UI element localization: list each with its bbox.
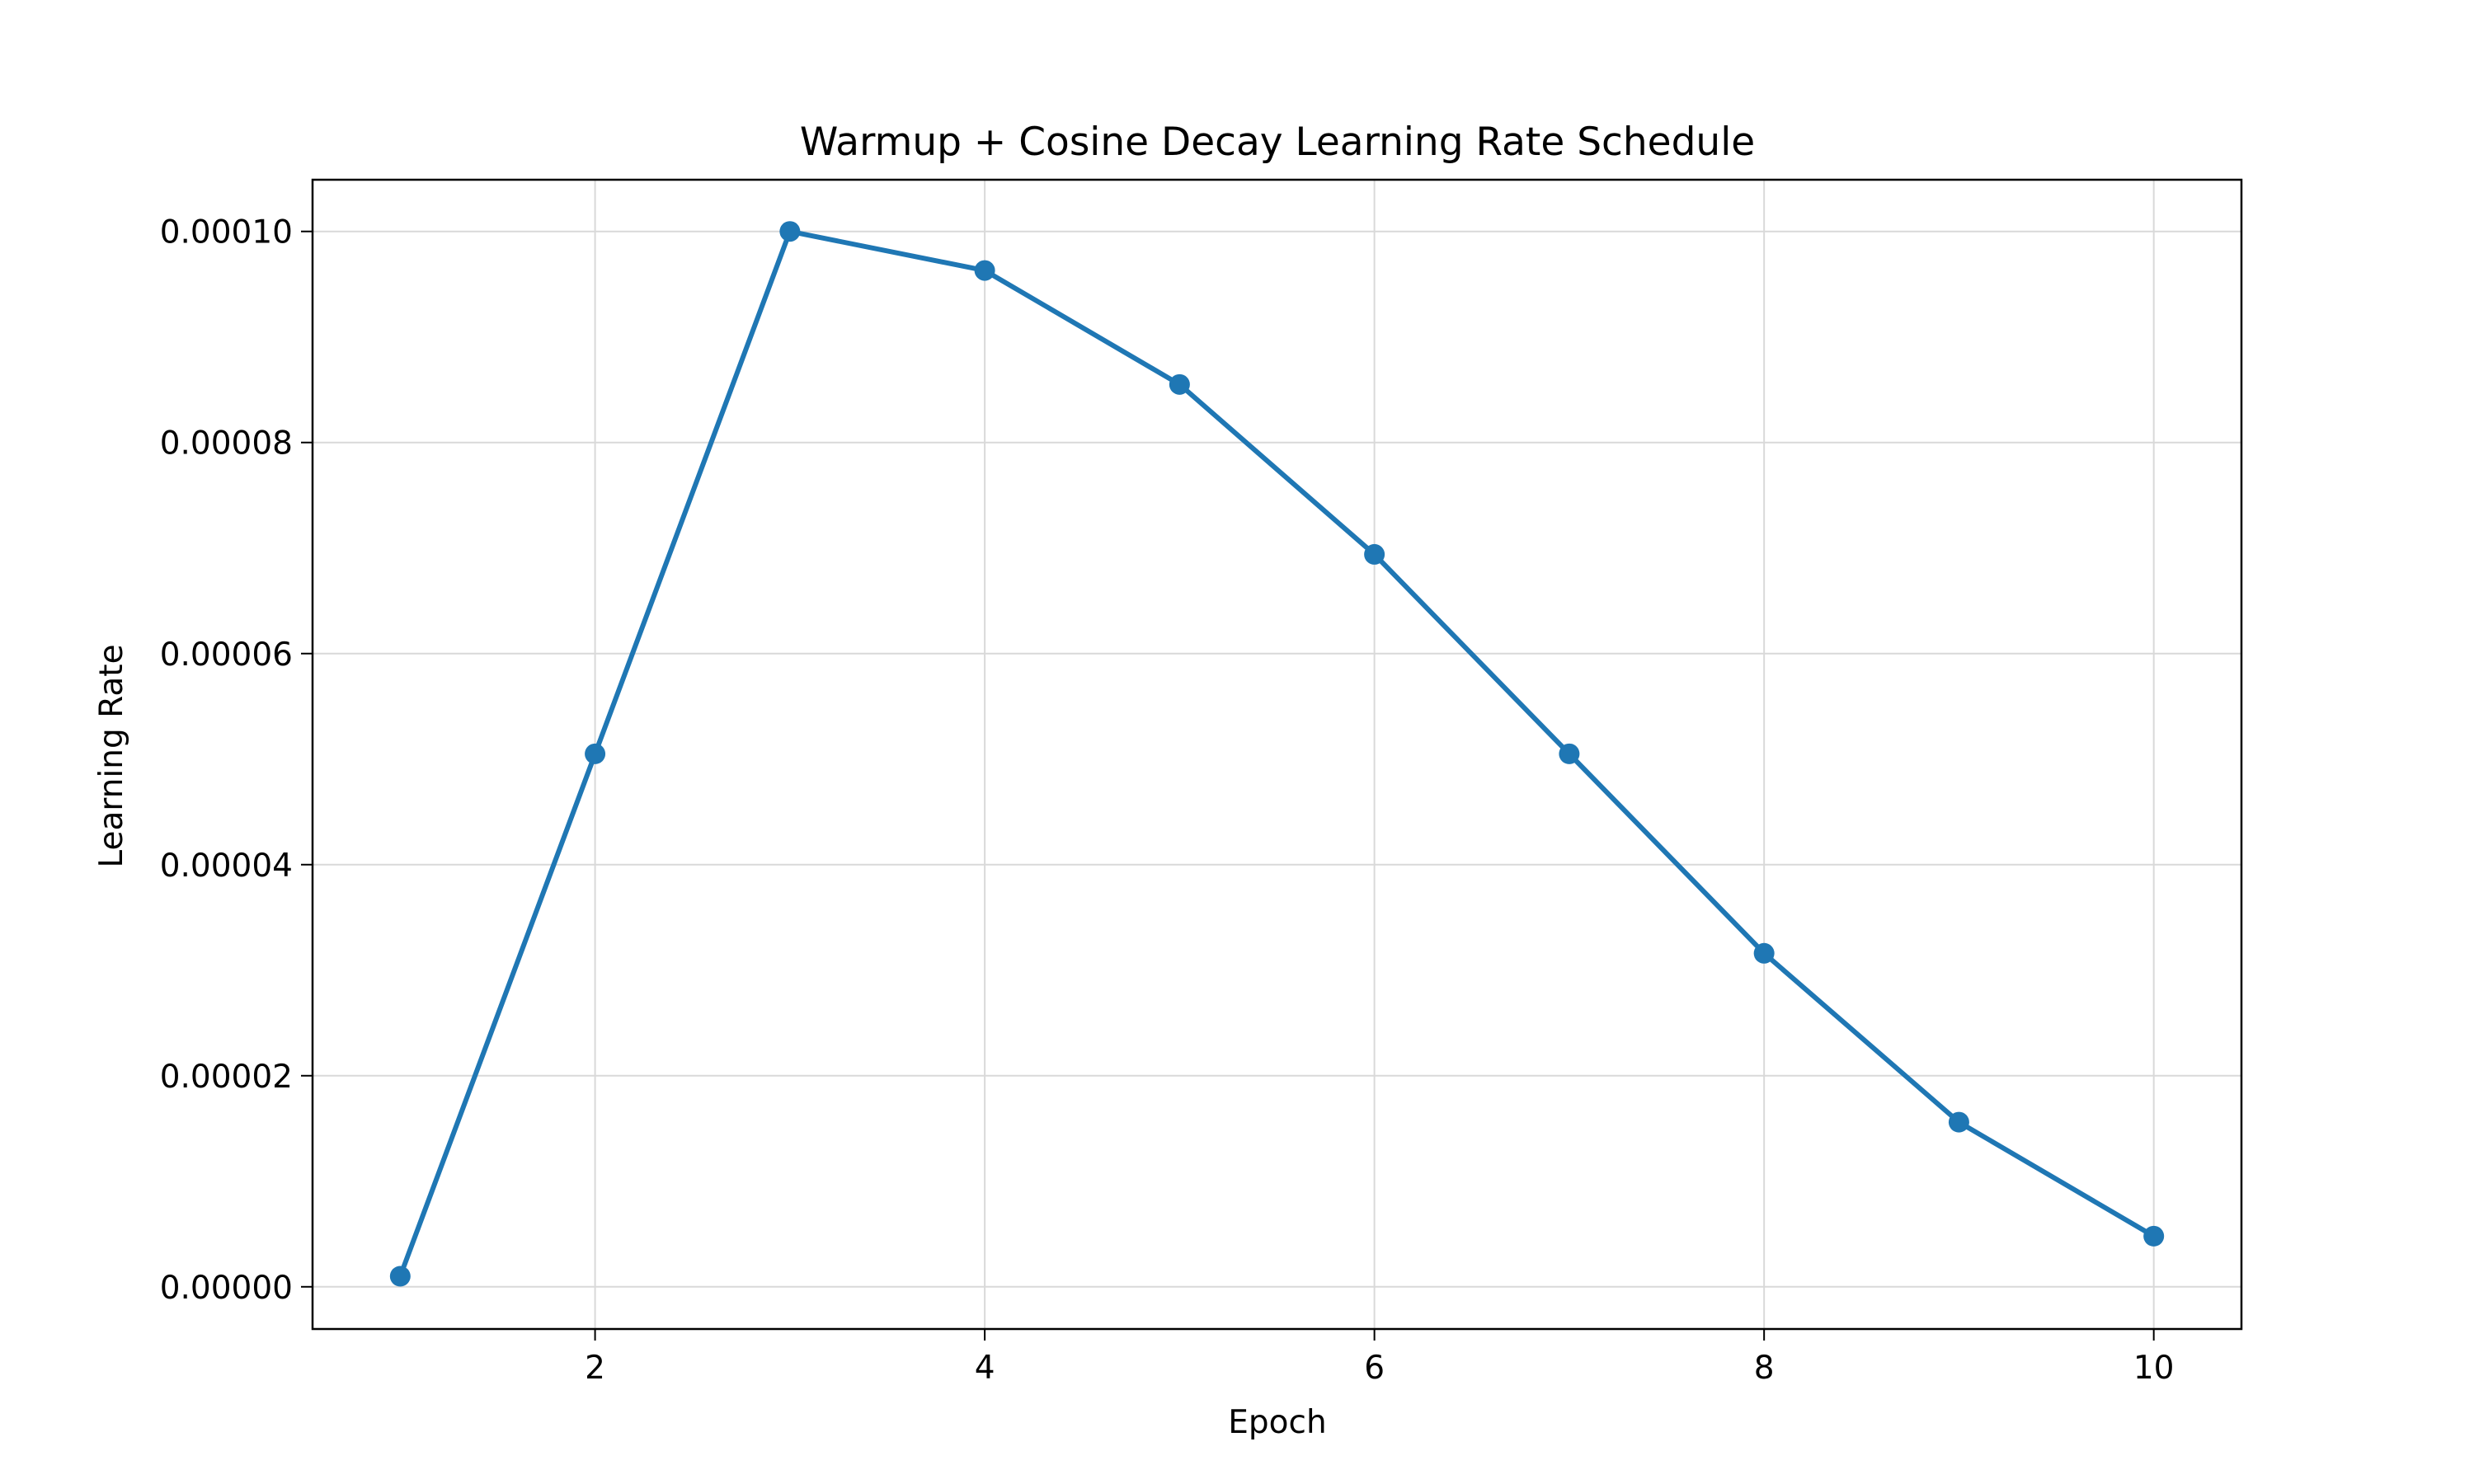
data-point: [1948, 1111, 1969, 1133]
x-tick-label: 4: [975, 1350, 995, 1387]
x-tick-label: 6: [1364, 1350, 1385, 1387]
series-lines: [397, 228, 2157, 1279]
x-axis-label: Epoch: [1228, 1404, 1326, 1441]
y-tick-label: 0.00000: [160, 1270, 293, 1307]
y-axis-label: Learning Rate: [93, 644, 130, 867]
plot-area-frame: [311, 178, 2243, 1331]
data-point: [2143, 1225, 2165, 1247]
x-tick-label: 10: [2133, 1350, 2175, 1387]
y-tick-label: 0.00008: [160, 425, 293, 463]
x-tick-label: 8: [1754, 1350, 1775, 1387]
y-tick-label: 0.00006: [160, 636, 293, 674]
series-markers: [389, 221, 2165, 1287]
y-axis-ticks: 0.00000 0.00002 0.00004 0.00006 0.00008 0.000…: [160, 214, 313, 1307]
y-tick-label: 0.00010: [160, 214, 293, 251]
data-point: [389, 1266, 411, 1287]
data-point: [1364, 543, 1385, 565]
data-point: [585, 743, 606, 764]
data-point: [779, 221, 801, 242]
y-tick-label: 0.00004: [160, 848, 293, 885]
x-axis-ticks: 2 4 6 8 10: [585, 1329, 2175, 1387]
data-point: [974, 260, 995, 281]
data-point: [1169, 373, 1190, 395]
chart-title: Warmup + Cosine Decay Learning Rate Sche…: [800, 120, 1755, 165]
x-tick-label: 2: [585, 1350, 605, 1387]
series-line: [397, 228, 2157, 1279]
y-tick-label: 0.00002: [160, 1059, 293, 1096]
grid: [313, 180, 2241, 1329]
data-point: [1753, 942, 1775, 964]
data-point: [1559, 743, 1580, 764]
